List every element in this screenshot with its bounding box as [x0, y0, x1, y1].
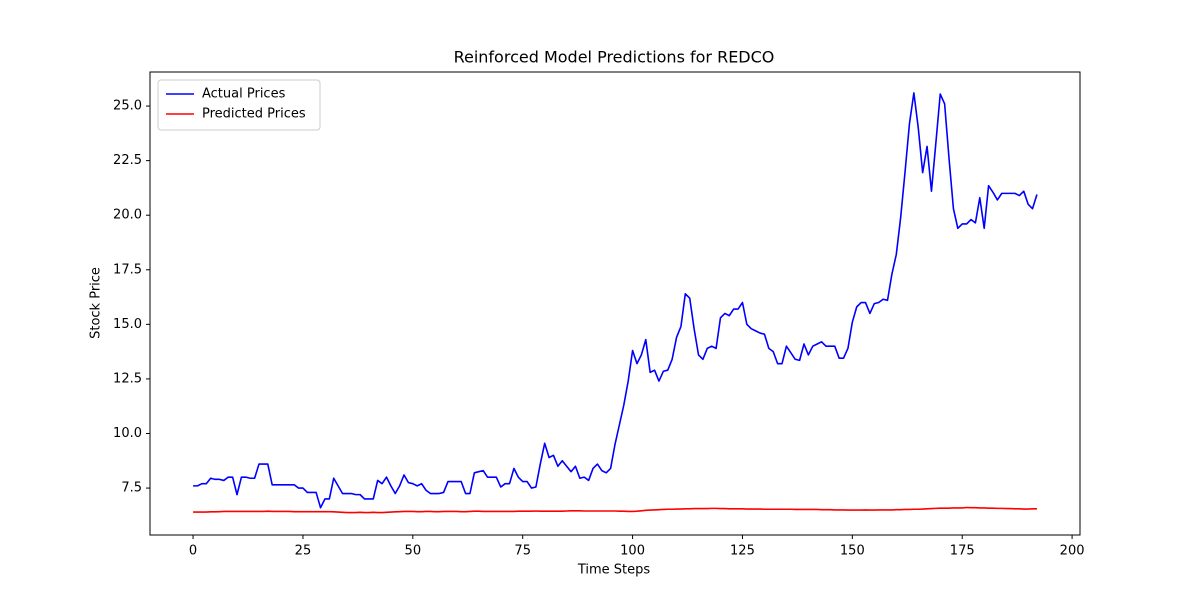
x-tick-label: 175 [950, 544, 975, 559]
y-tick-label: 12.5 [113, 371, 142, 386]
chart-title: Reinforced Model Predictions for REDCO [454, 48, 775, 67]
y-axis-label: Stock Price [89, 267, 104, 339]
y-tick-label: 22.5 [113, 153, 142, 168]
x-tick-label: 200 [1060, 544, 1085, 559]
legend-label: Actual Prices [202, 87, 286, 102]
x-tick-label: 125 [730, 544, 755, 559]
x-tick-label: 50 [405, 544, 422, 559]
legend-label: Predicted Prices [202, 107, 306, 122]
y-tick-label: 10.0 [113, 426, 142, 441]
data-line [193, 92, 1038, 509]
y-tick-label: 15.0 [113, 317, 142, 332]
legend-box [157, 79, 321, 131]
legend: Actual Prices Predicted Prices [157, 79, 321, 131]
x-tick-label: 0 [189, 544, 197, 559]
x-tick-label: 25 [295, 544, 312, 559]
x-tick-label: 150 [840, 544, 865, 559]
x-tick-label: 100 [620, 544, 645, 559]
y-tick-label: 7.5 [121, 481, 142, 496]
plot-frame [149, 71, 1081, 536]
data-line [193, 506, 1037, 514]
y-tick-label: 25.0 [113, 99, 142, 114]
y-tick-label: 17.5 [113, 262, 142, 277]
x-tick-label: 75 [514, 544, 531, 559]
y-tick-label: 20.0 [113, 208, 142, 223]
x-axis-label: Time Steps [577, 563, 651, 578]
